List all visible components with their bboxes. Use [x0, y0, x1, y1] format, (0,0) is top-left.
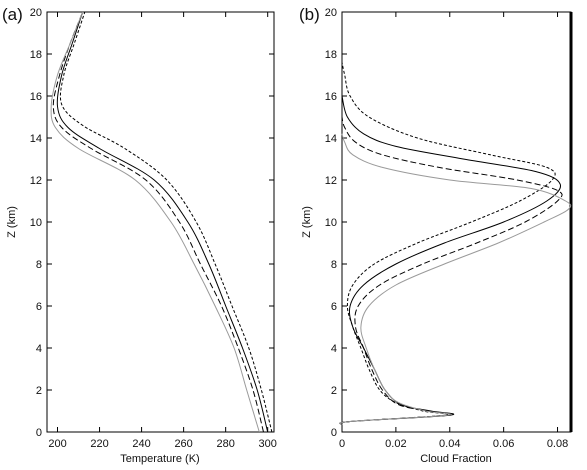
series-line-a-1	[56, 11, 269, 433]
x-tick-label-a: 240	[132, 438, 150, 450]
x-tick-label-b: 0.06	[493, 438, 514, 450]
x-tick-label-a: 260	[174, 438, 192, 450]
y-tick-label-b: 10	[325, 217, 337, 229]
ticks-a: 0 2 4 6 8 10 12 14 16 18 20 200 220 240 260 280 300	[30, 7, 277, 450]
cloud-fraction-panel: (b) 0 2 4 6 8 10 12 14 16 18 20 0 0.02 0.04 0.06 0.08 C…	[299, 5, 573, 465]
y-tick-label-a: 18	[30, 49, 42, 61]
panel-label-a: (a)	[2, 5, 23, 24]
y-tick-label-b: 6	[331, 301, 337, 313]
series-b	[339, 62, 572, 426]
series-line-a-4	[50, 11, 260, 433]
y-tick-label-b: 4	[331, 343, 337, 355]
series-line-b-1	[339, 95, 562, 426]
x-tick-label-a: 300	[259, 438, 277, 450]
x-tick-label-a: 220	[90, 438, 108, 450]
series-line-a-3	[59, 11, 273, 433]
x-axis-label-a: Temperature (K)	[120, 453, 199, 465]
panel-label-b: (b)	[299, 5, 320, 24]
x-axis-label-b: Cloud Fraction	[420, 453, 492, 465]
series-a	[50, 11, 273, 433]
x-tick-label-b: 0.02	[385, 438, 406, 450]
y-tick-label-b: 12	[325, 175, 337, 187]
plot-frame-a	[46, 11, 275, 433]
y-tick-label-a: 8	[36, 259, 42, 271]
y-tick-label-b: 2	[331, 385, 337, 397]
y-tick-label-a: 0	[36, 427, 42, 439]
y-tick-label-a: 10	[30, 217, 42, 229]
y-tick-label-b: 14	[325, 133, 337, 145]
y-tick-label-a: 14	[30, 133, 42, 145]
y-tick-label-a: 16	[30, 91, 42, 103]
y-tick-label-a: 6	[36, 301, 42, 313]
ticks-b: 0 2 4 6 8 10 12 14 16 18 20 0 0.02 0.04 0.06 0.08	[325, 7, 568, 450]
y-tick-label-b: 8	[331, 259, 337, 271]
y-tick-label-a: 2	[36, 385, 42, 397]
y-tick-label-b: 16	[325, 91, 337, 103]
y-tick-label-b: 0	[331, 427, 337, 439]
plot-frame-b	[341, 11, 572, 433]
x-tick-label-b: 0.08	[547, 438, 568, 450]
x-tick-label-b: 0.04	[439, 438, 460, 450]
y-tick-label-a: 12	[30, 175, 42, 187]
series-line-b-3	[339, 62, 556, 426]
x-tick-label-a: 200	[48, 438, 66, 450]
y-tick-label-b: 20	[325, 7, 337, 19]
y-tick-label-a: 4	[36, 343, 42, 355]
y-tick-label-b: 18	[325, 49, 337, 61]
y-axis-label-b: Z (km)	[301, 206, 313, 238]
y-axis-label-a: Z (km)	[6, 206, 18, 238]
series-line-b-4	[339, 133, 572, 426]
x-tick-label-a: 280	[216, 438, 234, 450]
x-tick-label-b: 0	[339, 438, 345, 450]
y-tick-label-a: 20	[30, 7, 42, 19]
series-line-a-2	[52, 11, 264, 433]
